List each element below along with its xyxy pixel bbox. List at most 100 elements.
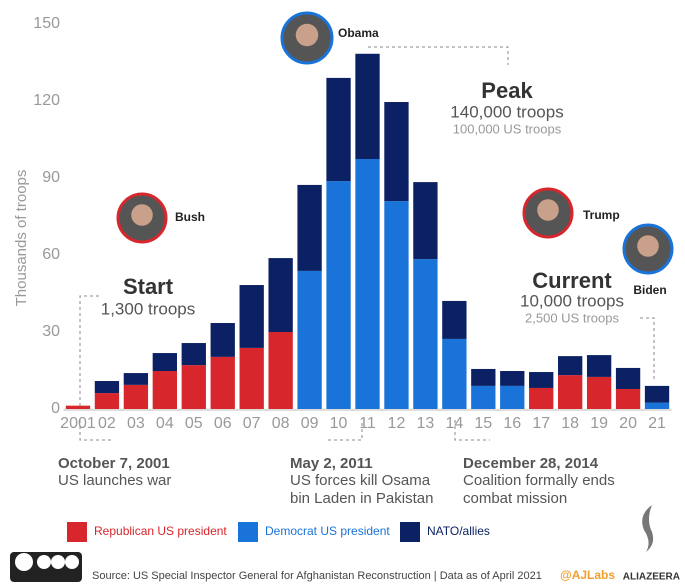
brand: ALIAZEERA (623, 572, 680, 583)
bar-segment (326, 181, 350, 409)
president-name: Bush (175, 210, 205, 224)
x-tick-label: 05 (185, 415, 203, 432)
bar-segment (384, 201, 408, 409)
brand-logo (642, 505, 653, 552)
bar-segment (182, 365, 206, 409)
bar-segment (471, 386, 495, 409)
bar-segment (124, 373, 148, 385)
event-text: US forces kill Osama (290, 472, 431, 489)
x-tick-label: 21 (648, 415, 666, 432)
x-tick-label: 17 (532, 415, 550, 432)
x-tick-label: 06 (214, 415, 232, 432)
x-tick-label: 12 (388, 415, 406, 432)
portrait-face (296, 24, 319, 47)
president-name: Trump (583, 208, 620, 222)
bar-segment (95, 393, 119, 409)
x-tick-label: 16 (503, 415, 521, 432)
x-tick-label: 19 (590, 415, 608, 432)
bar-segment (211, 323, 235, 357)
x-tick-label: 18 (561, 415, 579, 432)
x-tick-label: 02 (98, 415, 116, 432)
x-tick-label: 13 (417, 415, 435, 432)
bar-segment (153, 353, 177, 371)
annotation-title: Start (123, 274, 174, 299)
bar-segment (413, 259, 437, 409)
annotation-title: Peak (481, 78, 533, 103)
y-tick-label: 90 (42, 169, 60, 186)
bar-segment (500, 371, 524, 386)
event-date: May 2, 2011 (290, 455, 373, 472)
x-tick-label: 08 (272, 415, 290, 432)
bar-segment (471, 369, 495, 386)
bar-segment (645, 403, 669, 409)
event-date: December 28, 2014 (463, 455, 599, 472)
bar-segment (500, 386, 524, 409)
bar-segment (558, 375, 582, 409)
y-tick-label: 30 (42, 323, 60, 340)
bar-segment (66, 406, 90, 409)
annotation-text: 140,000 troops (450, 102, 563, 121)
legend-label: Republican US president (94, 524, 227, 538)
bar-segment (529, 388, 553, 409)
x-tick-label: 07 (243, 415, 261, 432)
bar-segment (645, 386, 669, 403)
bar-segment (153, 371, 177, 409)
leader-line (640, 318, 654, 382)
bar-segment (529, 372, 553, 388)
legend-swatch (400, 522, 420, 542)
bar-segment (240, 285, 264, 348)
x-tick-label: 04 (156, 415, 174, 432)
event-text: bin Laden in Pakistan (290, 490, 433, 507)
x-tick-label: 09 (301, 415, 319, 432)
chart: Thousands of troops 03060901201502001020… (0, 0, 685, 586)
bar-segment (268, 258, 292, 332)
x-tick-label: 2001 (60, 415, 96, 432)
bar-segment (355, 159, 379, 409)
portrait-face (637, 235, 659, 257)
bar-segment (384, 102, 408, 201)
leader-line (368, 47, 508, 65)
y-tick-label: 150 (33, 15, 60, 32)
y-tick-label: 120 (33, 92, 60, 109)
bar-segment (587, 355, 611, 377)
bar-segment (442, 301, 466, 339)
president-name: Biden (633, 283, 666, 297)
event-text: US launches war (58, 472, 171, 489)
portrait-face (537, 199, 559, 221)
x-tick-label: 20 (619, 415, 637, 432)
bar-segment (182, 343, 206, 365)
annotation-title: Current (532, 268, 612, 293)
legend-label: NATO/allies (427, 524, 490, 538)
bar-segment (240, 348, 264, 409)
y-tick-label: 0 (51, 400, 60, 417)
bar-segment (95, 381, 119, 393)
cc-license (10, 552, 82, 582)
bar-segment (616, 368, 640, 389)
bar-segment (355, 54, 379, 159)
y-tick-label: 60 (42, 246, 60, 263)
bar-segment (413, 182, 437, 259)
president-name: Obama (338, 26, 379, 40)
x-tick-label: 10 (330, 415, 348, 432)
bar-segment (587, 377, 611, 409)
bar-segment (326, 78, 350, 181)
bar-segment (297, 271, 321, 409)
annotation-text: 10,000 troops (520, 291, 624, 310)
bar-segment (297, 185, 321, 271)
bar-segment (442, 339, 466, 409)
annotation-text: 1,300 troops (101, 299, 196, 318)
annotation-text: 100,000 US troops (453, 121, 562, 136)
bar-segment (268, 332, 292, 409)
portrait-face (131, 204, 153, 226)
event-text: combat mission (463, 490, 567, 507)
annotation-text: 2,500 US troops (525, 310, 619, 325)
legend-swatch (67, 522, 87, 542)
event-text: Coalition formally ends (463, 472, 615, 489)
legend-swatch (238, 522, 258, 542)
bar-segment (124, 385, 148, 409)
source: Source: US Special Inspector General for… (92, 570, 542, 582)
y-axis-label: Thousands of troops (13, 170, 30, 307)
x-tick-label: 03 (127, 415, 145, 432)
bar-segment (211, 357, 235, 409)
x-tick-label: 15 (474, 415, 492, 432)
